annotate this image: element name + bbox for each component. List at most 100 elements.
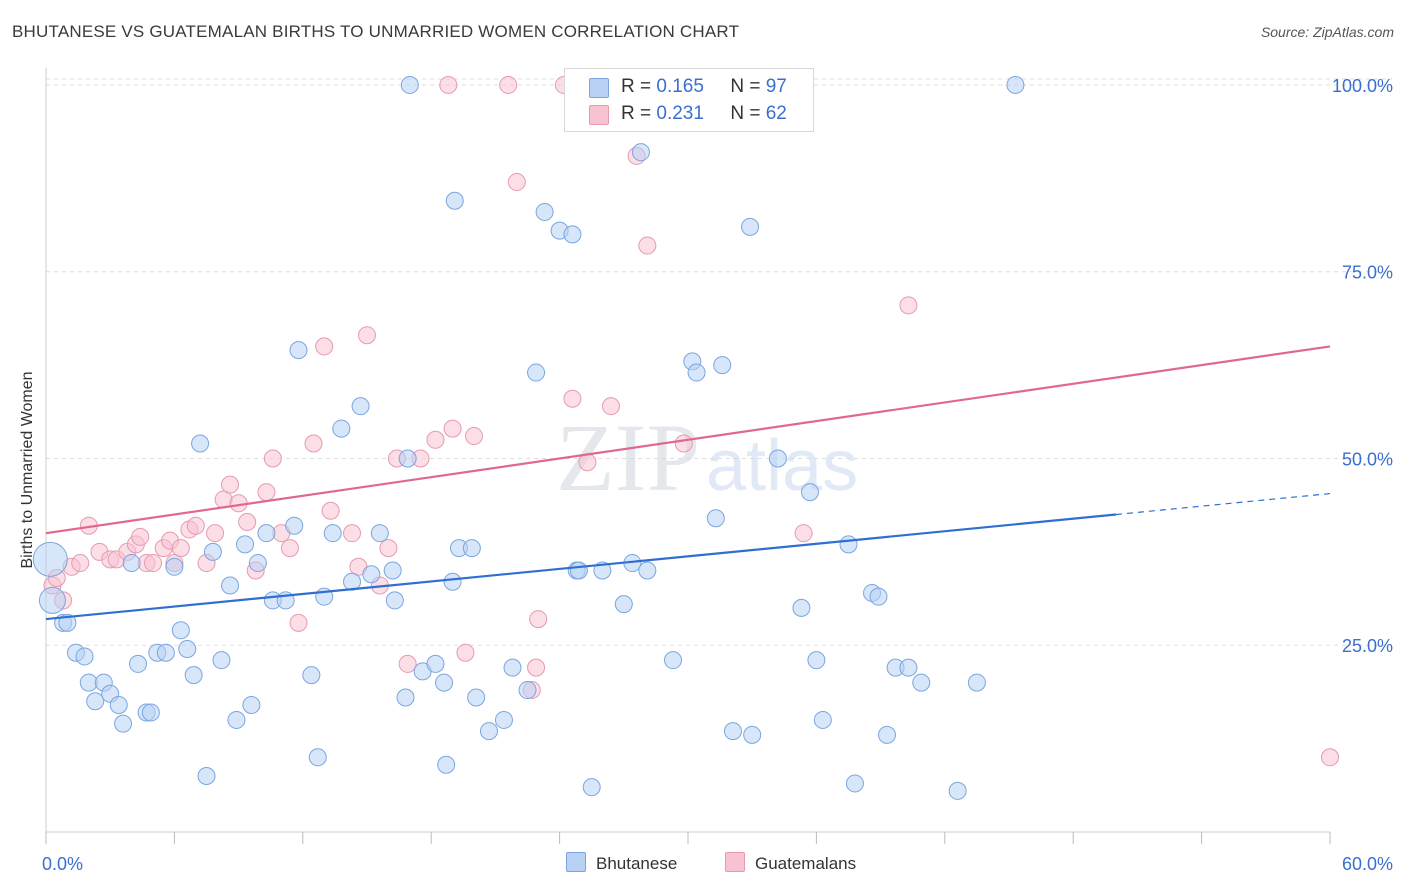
guatemalans-point [71, 554, 90, 573]
bhutanese-point [713, 356, 732, 375]
bhutanese-point [467, 688, 486, 707]
bottom-legend-label-blue: Bhutanese [596, 854, 678, 873]
bhutanese-point [184, 666, 203, 685]
bhutanese-point [156, 643, 175, 662]
guatemalans-point [439, 75, 458, 94]
bhutanese-point [792, 598, 811, 617]
guatemalans-point [638, 236, 657, 255]
bhutanese-point [445, 191, 464, 210]
bhutanese-point [912, 673, 931, 692]
y-tick-label: 50.0% [1342, 449, 1393, 469]
bottom-legend-bhutanese: Bhutanese [566, 852, 677, 874]
bhutanese-point [967, 673, 986, 692]
bhutanese-point [203, 542, 222, 561]
bhutanese-point [768, 449, 787, 468]
legend-n-label: N = [730, 103, 761, 124]
bhutanese-point [535, 202, 554, 221]
y-axis-title: Births to Unmarried Women [19, 371, 36, 569]
legend-r-label: R = [621, 103, 652, 124]
guatemalans-point [794, 524, 813, 543]
bhutanese-point [437, 755, 456, 774]
bhutanese-point [435, 673, 454, 692]
bottom-legend-label-pink: Guatemalans [755, 854, 857, 873]
guatemalans-point [1321, 748, 1339, 767]
bhutanese-point [426, 654, 445, 673]
guatemalans-point [221, 475, 240, 494]
bhutanese-point [109, 696, 128, 714]
bhutanese-point [362, 565, 381, 584]
guatemalans-point [263, 449, 282, 468]
bhutanese-point [839, 535, 858, 554]
bhutanese-point [614, 595, 633, 614]
bhutanese-point [165, 557, 184, 576]
legend-r-value: 0.231 [656, 103, 704, 124]
bhutanese-point [242, 696, 261, 714]
legend-n-value: 97 [765, 76, 787, 97]
x-tick-label-max: 60.0% [1342, 854, 1393, 874]
guatemalans-point [171, 539, 190, 558]
bhutanese-point [302, 666, 321, 685]
bhutanese-point [494, 710, 513, 729]
bhutanese-point [813, 710, 832, 729]
guatemalans-point [465, 427, 483, 446]
trend-lines [45, 345, 1331, 621]
bhutanese-point [664, 651, 683, 670]
bhutanese-point [114, 714, 133, 733]
guatemalans-point [358, 326, 376, 345]
guatemalans-point [899, 296, 918, 315]
guatemalans-point [280, 539, 299, 558]
guatemalans-point [289, 613, 308, 632]
bhutanese-point [122, 554, 141, 573]
bhutanese-point [503, 658, 522, 677]
bhutanese-point [518, 681, 537, 700]
bhutanese-point [197, 766, 216, 785]
bhutanese-point [479, 722, 498, 741]
legend-r-value: 0.165 [656, 76, 704, 97]
bhutanese-point [462, 539, 481, 558]
bhutanese-point [58, 613, 77, 632]
correlation-legend: R = 0.165 N = 97 R = 0.231 N = 62 [564, 68, 814, 132]
bhutanese-trend-extension [1115, 492, 1331, 516]
bhutanese-point [171, 621, 190, 640]
bottom-legend-swatch-pink [725, 852, 745, 872]
y-tick-label: 100.0% [1332, 76, 1393, 96]
bhutanese-point [569, 561, 588, 580]
guatemalans-point [186, 516, 205, 535]
guatemalans-trend-line [45, 345, 1331, 535]
axes [45, 68, 1331, 844]
bhutanese-point [236, 535, 255, 554]
guatemalans-point [206, 524, 225, 543]
bhutanese-point [383, 561, 402, 580]
bhutanese-point [563, 225, 582, 244]
guatemalans-point [601, 397, 620, 416]
bhutanese-trend-line [45, 513, 1117, 621]
legend-swatch-pink [589, 105, 609, 125]
bottom-legend-guatemalans: Guatemalans [725, 852, 856, 874]
bhutanese-point [527, 363, 546, 382]
bhutanese-point [332, 419, 351, 438]
bhutanese-point [129, 654, 148, 673]
guatemalans-point [238, 512, 257, 531]
bhutanese-point [631, 143, 650, 162]
bhutanese-point [400, 75, 419, 94]
bhutanese-point [385, 591, 404, 610]
bhutanese-point [308, 748, 327, 767]
bhutanese-point [351, 397, 370, 416]
guatemalans-point [257, 483, 276, 502]
bhutanese-point [86, 692, 105, 711]
bhutanese-point [687, 363, 706, 382]
guatemalans-point [456, 643, 475, 662]
guatemalans-point [499, 75, 518, 94]
bhutanese-point [741, 217, 760, 236]
guatemalans-point [304, 434, 323, 453]
bottom-legend-swatch-blue [566, 852, 586, 872]
chart-title: BHUTANESE VS GUATEMALAN BIRTHS TO UNMARR… [12, 22, 740, 41]
bhutanese-point [398, 449, 417, 468]
legend-swatch-blue [589, 78, 609, 98]
bhutanese-point [869, 587, 888, 606]
bhutanese-points [32, 75, 1025, 800]
bhutanese-point [257, 524, 276, 543]
guatemalans-point [398, 654, 417, 673]
bhutanese-point [370, 524, 389, 543]
